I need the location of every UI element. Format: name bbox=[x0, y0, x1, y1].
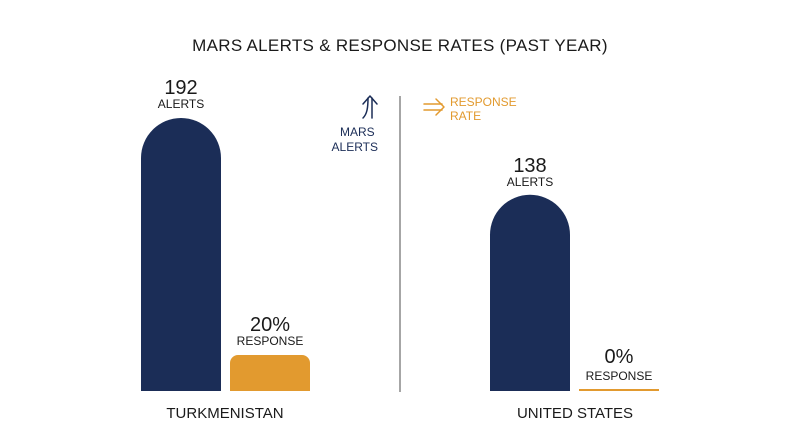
response-unit-label-turkmenistan: RESPONSE bbox=[237, 334, 304, 348]
legend-label-response-rate: RESPONSE RATE bbox=[450, 95, 520, 123]
alerts-bar-united-states bbox=[490, 194, 570, 391]
country-label-united-states: UNITED STATES bbox=[517, 405, 633, 422]
legend-label-mars-alerts-line-2: ALERTS bbox=[332, 140, 378, 154]
up-arrow-icon bbox=[362, 95, 378, 119]
chart-title: MARS ALERTS & RESPONSE RATES (PAST YEAR) bbox=[192, 36, 608, 55]
legend-label-mars-alerts-line-1: MARS bbox=[340, 125, 375, 139]
alerts-value-label-turkmenistan: 192 bbox=[164, 77, 197, 99]
response-unit-label-united-states: RESPONSE bbox=[586, 369, 653, 383]
legend-label-response-rate-line-2: RATE bbox=[450, 109, 481, 123]
alerts-unit-label-turkmenistan: ALERTS bbox=[158, 97, 204, 111]
legend-label-response-rate-line-1: RESPONSE bbox=[450, 95, 517, 109]
legend-item-response-rate: RESPONSE RATE bbox=[423, 95, 520, 123]
alerts-value-label-united-states: 138 bbox=[513, 155, 546, 177]
response-value-label-united-states: 0% bbox=[605, 346, 634, 368]
bars-group bbox=[141, 118, 659, 391]
legend-label-mars-alerts: MARS ALERTS bbox=[332, 125, 378, 154]
alerts-bar-turkmenistan bbox=[141, 118, 221, 391]
response-bar-turkmenistan bbox=[230, 355, 310, 391]
alerts-unit-label-united-states: ALERTS bbox=[507, 175, 553, 189]
right-arrow-icon bbox=[423, 98, 445, 116]
response-value-label-turkmenistan: 20% bbox=[250, 314, 290, 336]
country-label-turkmenistan: TURKMENISTAN bbox=[166, 405, 283, 422]
legend-item-mars-alerts: MARS ALERTS bbox=[332, 95, 378, 154]
